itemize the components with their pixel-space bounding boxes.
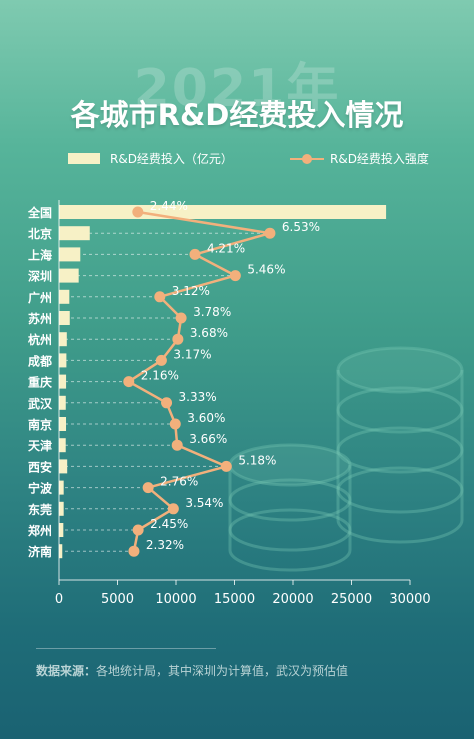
x-tick-label: 0 [55,592,63,607]
category-label: 苏州 [28,311,52,326]
bar [59,459,68,474]
legend-bar-swatch [68,153,100,164]
intensity-label: 6.53% [282,220,320,234]
category-label: 郑州 [28,523,52,538]
intensity-point [169,418,181,430]
page-title: 各城市R&D经费投入情况 [70,98,404,132]
bar [59,501,64,516]
intensity-label: 4.21% [207,241,245,255]
bar [59,311,70,325]
intensity-point [167,503,179,515]
intensity-label: 2.32% [146,538,184,552]
bar [59,289,70,304]
bar [59,438,66,453]
x-tick-label: 20000 [272,592,313,607]
intensity-label: 2.76% [160,475,198,489]
category-label: 武汉 [28,396,53,411]
x-tick-label: 25000 [331,592,372,607]
intensity-label: 2.44% [150,199,188,213]
intensity-point [172,333,184,345]
title-year: 2021年 [133,59,341,119]
x-tick-label: 5000 [101,592,134,607]
source-label: 数据来源： [36,664,97,678]
intensity-label: 3.66% [189,432,227,446]
legend-dot-swatch [302,154,312,164]
category-label: 全国 [27,205,52,220]
bar [59,247,81,262]
intensity-point [154,291,166,303]
footer-divider [36,648,216,649]
bar [59,268,79,283]
category-label: 东莞 [28,502,52,517]
bar [59,544,63,559]
category-label: 宁波 [28,481,53,496]
intensity-label: 5.46% [247,263,285,277]
intensity-point [264,227,276,239]
bar [59,395,66,410]
x-tick-label: 30000 [389,592,430,607]
category-label: 深圳 [28,269,52,284]
intensity-point [171,439,183,451]
category-label: 天津 [28,438,52,453]
bar [59,417,67,431]
intensity-point [220,460,232,472]
intensity-point [132,206,144,218]
bar [59,353,67,368]
intensity-point [123,376,135,388]
legend-bar-label: R&D经费投入（亿元） [110,152,233,166]
source-text: 各地统计局，其中深圳为计算值，武汉为预估值 [96,664,349,678]
intensity-point [142,482,154,494]
bar [59,332,67,347]
intensity-point [128,545,140,557]
intensity-label: 3.78% [193,305,231,319]
category-label: 济南 [28,544,52,559]
category-label: 南京 [28,417,52,432]
legend: R&D经费投入（亿元） R&D经费投入强度 [68,149,448,169]
intensity-label: 2.16% [141,369,179,383]
category-label: 广州 [28,290,52,305]
intensity-label: 3.54% [185,496,223,510]
intensity-point [189,248,201,260]
category-label: 成都 [28,353,52,368]
category-label: 上海 [28,247,52,262]
bar [59,226,90,241]
category-label: 北京 [28,226,52,241]
intensity-label: 2.45% [150,517,188,531]
intensity-label: 3.33% [179,390,217,404]
intensity-point [161,397,173,409]
legend-line-label: R&D经费投入强度 [330,152,429,166]
intensity-label: 3.68% [190,326,228,340]
bar [59,523,64,537]
intensity-point [155,354,167,366]
intensity-point [175,312,187,324]
footer-source: 数据来源：各地统计局，其中深圳为计算值，武汉为预估值 [36,662,348,679]
x-tick-label: 10000 [155,592,196,607]
intensity-label: 3.17% [173,347,211,361]
x-tick-label: 15000 [214,592,255,607]
category-label: 杭州 [28,332,52,347]
intensity-label: 3.12% [172,284,210,298]
intensity-label: 3.60% [187,411,225,425]
bar [59,480,64,495]
bar [59,205,387,219]
bar [59,374,67,389]
intensity-point [132,524,144,536]
intensity-point [229,270,241,282]
category-label: 重庆 [28,375,52,390]
intensity-label: 5.18% [238,453,276,467]
category-label: 西安 [28,459,52,474]
